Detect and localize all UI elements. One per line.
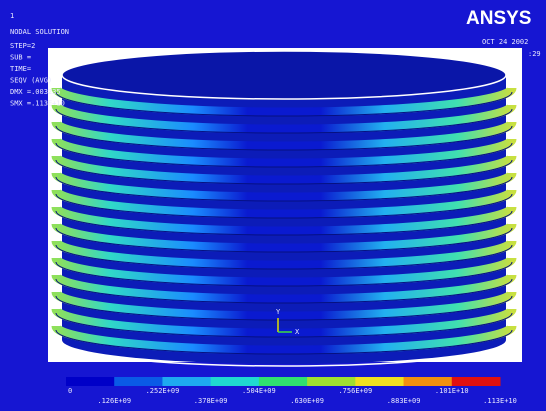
date: OCT 24 2002: [482, 38, 528, 46]
legend-band: [404, 377, 453, 386]
legend-label: 0: [68, 387, 72, 395]
plot-title: NODAL SOLUTION: [10, 28, 69, 36]
legend-band: [211, 377, 260, 386]
legend-label: .630E+09: [290, 397, 324, 405]
info-line: SUB =: [10, 54, 31, 62]
legend-band: [114, 377, 163, 386]
legend-band: [66, 377, 115, 386]
legend-band: [259, 377, 308, 386]
legend-label: .126E+09: [97, 397, 131, 405]
screenshot: Y X 1 NODAL SOLUTION ANSYS OCT 24 2002 :…: [0, 0, 546, 411]
legend-band: [355, 377, 404, 386]
legend-label: .378E+09: [194, 397, 228, 405]
legend-label: .504E+09: [242, 387, 276, 395]
legend-band: [162, 377, 211, 386]
plot-number: 1: [10, 12, 14, 20]
info-line: SEQV (AVG): [10, 77, 52, 85]
info-line: DMX =.003235: [10, 88, 61, 96]
legend-label: .113E+10: [483, 397, 517, 405]
legend-label: .101E+10: [435, 387, 469, 395]
legend-band: [307, 377, 356, 386]
logo: ANSYS: [466, 8, 531, 29]
info-line: TIME=: [10, 65, 31, 73]
time: :29: [528, 50, 541, 58]
legend-label: .883E+09: [387, 397, 421, 405]
legend-label: .756E+09: [338, 387, 372, 395]
coil-model: [56, 51, 512, 366]
info-line: SMX =.113E+10: [10, 100, 65, 108]
top-rim: [62, 51, 506, 99]
legend-band: [452, 377, 501, 386]
info-line: STEP=2: [10, 42, 35, 50]
ansys-window: Y X 1 NODAL SOLUTION ANSYS OCT 24 2002 :…: [0, 0, 546, 411]
legend-label: .252E+09: [146, 387, 180, 395]
